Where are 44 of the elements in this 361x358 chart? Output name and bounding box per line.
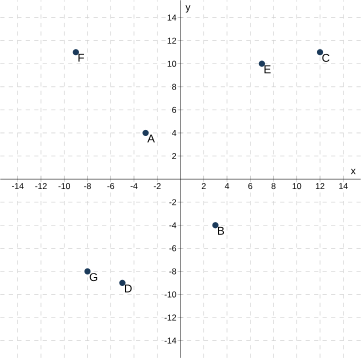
y-tick-label: -10 <box>164 291 176 298</box>
point <box>72 49 79 56</box>
x-tick-label: 8 <box>272 183 276 190</box>
y-tick-label: 4 <box>172 130 176 136</box>
x-tick-label: 4 <box>224 183 230 189</box>
x-tick-label: -10 <box>58 183 70 190</box>
y-tick-label: -6 <box>169 245 176 252</box>
x-tick-label: -2 <box>154 183 161 189</box>
x-tick-label: -6 <box>107 183 114 190</box>
x-tick-label: -12 <box>35 183 47 189</box>
x-axis-title: x <box>350 168 356 174</box>
y-tick-label: 6 <box>172 106 176 113</box>
y-tick-label: 12 <box>168 38 176 44</box>
x-tick-label: 6 <box>248 183 252 190</box>
y-tick-label: -14 <box>164 338 176 344</box>
annotation: A <box>147 134 155 142</box>
x-tick-label: -4 <box>130 183 138 189</box>
point <box>212 222 218 228</box>
point <box>119 280 126 286</box>
annotation: F <box>78 54 84 62</box>
x-tick-label: 14 <box>339 183 348 189</box>
x-tick-label: -8 <box>84 183 91 190</box>
y-tick-label: 10 <box>168 60 176 67</box>
annotation: G <box>90 272 98 281</box>
point <box>84 268 91 274</box>
annotation: B <box>218 226 224 235</box>
y-tick-label: 8 <box>172 84 176 90</box>
y-tick-label: 2 <box>172 152 176 159</box>
point <box>316 49 324 56</box>
annotation: D <box>124 284 132 292</box>
x-tick-label: 12 <box>316 183 324 189</box>
y-tick-label: -8 <box>169 268 176 274</box>
y-tick-label: -4 <box>169 222 176 228</box>
annotation: C <box>322 54 330 62</box>
annotation: E <box>264 65 271 74</box>
point <box>258 60 266 67</box>
x-tick-label: -14 <box>12 183 24 189</box>
y-tick-label: -2 <box>169 199 176 206</box>
point <box>142 130 149 136</box>
y-axis-title: y <box>186 5 190 12</box>
y-tick-label: -12 <box>164 314 176 320</box>
x-tick-label: 10 <box>292 183 302 190</box>
x-tick-label: 2 <box>202 183 206 189</box>
y-tick-label: 14 <box>168 14 176 20</box>
